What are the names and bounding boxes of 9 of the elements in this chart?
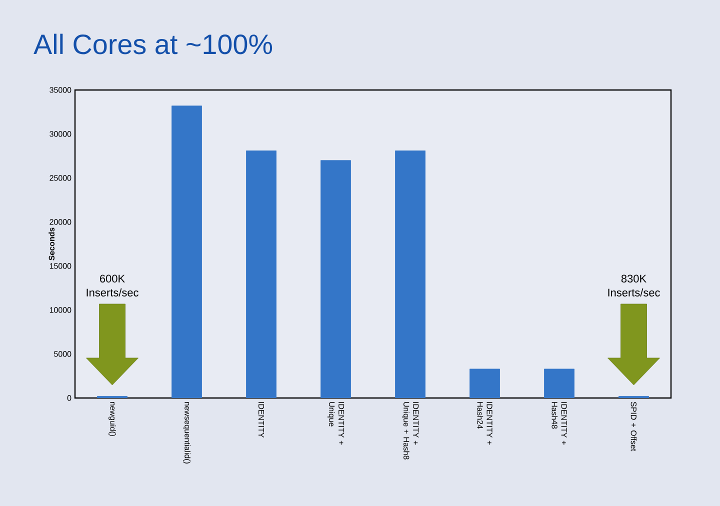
bar — [544, 368, 574, 398]
bar — [172, 106, 202, 398]
chart-title: All Cores at ~100% — [34, 34, 272, 54]
bar — [395, 150, 426, 398]
annotation: 600K Inserts/sec — [86, 274, 138, 296]
bar — [320, 160, 351, 398]
bar — [246, 150, 276, 398]
annotation: 830K Inserts/sec — [608, 274, 660, 296]
bar — [470, 368, 500, 398]
